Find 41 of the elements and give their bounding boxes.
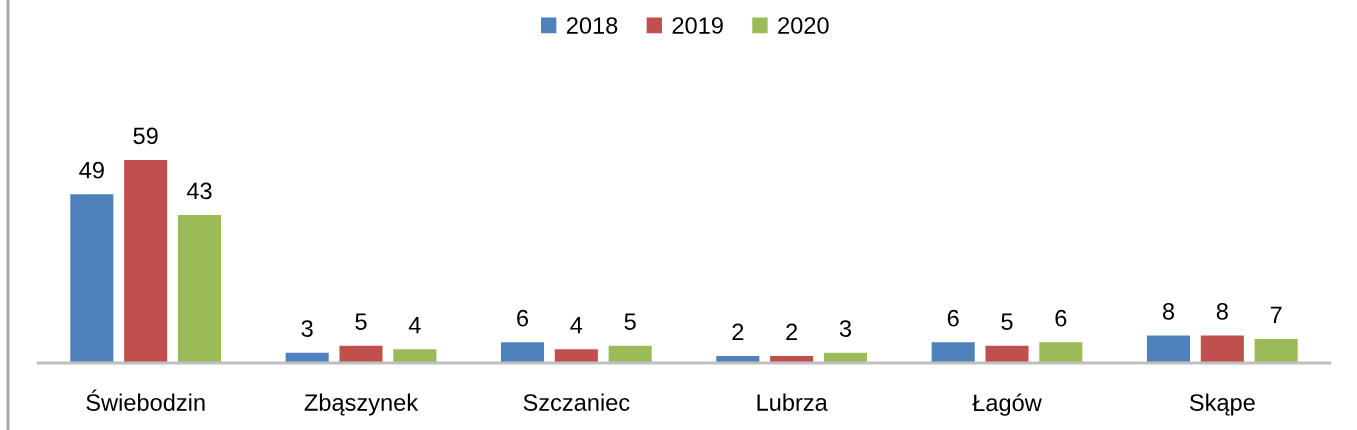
x-tick-label: Łagów bbox=[972, 393, 1042, 416]
bar bbox=[985, 345, 1029, 363]
data-label: 2 bbox=[732, 323, 744, 341]
bar bbox=[393, 349, 437, 363]
data-label: 6 bbox=[517, 309, 529, 327]
bar bbox=[124, 159, 168, 363]
bar bbox=[608, 345, 652, 363]
x-tick-label: Zbąszynek bbox=[304, 393, 419, 416]
data-label: 6 bbox=[947, 309, 959, 327]
data-label: 4 bbox=[570, 316, 583, 334]
data-label: 5 bbox=[1001, 313, 1013, 331]
x-tick-label: Lubrza bbox=[757, 393, 828, 411]
data-label: 3 bbox=[301, 320, 313, 337]
data-label: 6 bbox=[1055, 309, 1067, 327]
bar bbox=[339, 345, 383, 363]
data-label: 7 bbox=[1270, 306, 1282, 323]
bar bbox=[931, 342, 975, 363]
legend-label: 2020 bbox=[778, 17, 829, 34]
x-tick-label: Świebodzin bbox=[86, 389, 205, 411]
data-label: 2 bbox=[786, 323, 798, 341]
data-label: 59 bbox=[133, 127, 158, 145]
bar bbox=[1146, 335, 1191, 363]
legend-label: 2018 bbox=[566, 17, 618, 34]
bar bbox=[177, 215, 222, 363]
data-label: 8 bbox=[1162, 302, 1175, 320]
data-label: 5 bbox=[624, 313, 636, 331]
legend-label: 2019 bbox=[672, 17, 723, 34]
data-label: 43 bbox=[186, 182, 212, 200]
bar bbox=[1254, 338, 1298, 363]
x-tick-label: Skąpe bbox=[1189, 393, 1255, 416]
bar bbox=[554, 349, 598, 363]
x-tick-label: Szczaniec bbox=[523, 393, 630, 411]
data-label: 4 bbox=[408, 316, 421, 334]
data-label: 3 bbox=[839, 320, 852, 337]
data-label: 8 bbox=[1216, 302, 1228, 320]
data-label: 5 bbox=[355, 313, 367, 331]
bar bbox=[1200, 335, 1244, 363]
bar bbox=[1039, 342, 1083, 363]
bar bbox=[70, 194, 114, 363]
data-label: 49 bbox=[79, 161, 104, 179]
bar bbox=[500, 342, 545, 363]
